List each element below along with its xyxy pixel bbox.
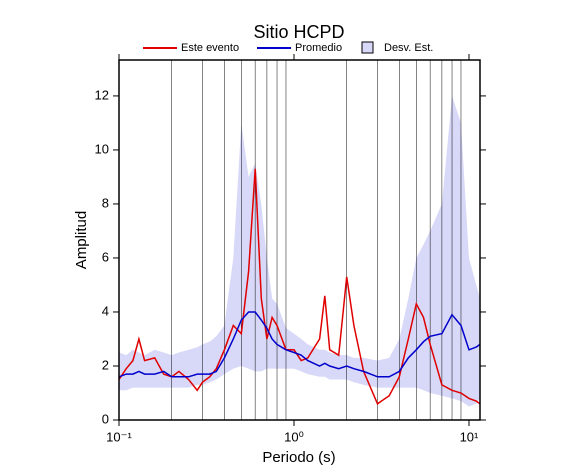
plot-frame <box>118 59 481 421</box>
y-tick-label: 6 <box>102 249 109 264</box>
legend-label: Desv. Est. <box>384 42 433 54</box>
series-line <box>118 311 481 378</box>
y-tick-label: 0 <box>102 411 109 426</box>
y-tick-label: 12 <box>95 87 109 102</box>
legend-swatch <box>361 41 374 54</box>
std-band <box>119 95 480 407</box>
x-tick-label: 10⁰ <box>284 429 304 444</box>
y-axis-label: Amplitud <box>73 211 90 269</box>
legend-label: Este evento <box>181 42 239 54</box>
y-tick-label: 8 <box>102 195 109 210</box>
y-tick-label: 4 <box>102 303 109 318</box>
x-tick-label: 10⁻¹ <box>106 429 132 444</box>
y-tick-label: 10 <box>95 141 109 156</box>
x-tick-label: 10¹ <box>460 429 479 444</box>
x-axis-label: Periodo (s) <box>262 449 335 466</box>
chart-title: Sitio HCPD <box>253 22 344 42</box>
y-tick-label: 2 <box>102 357 109 372</box>
legend-label: Promedio <box>295 42 342 54</box>
